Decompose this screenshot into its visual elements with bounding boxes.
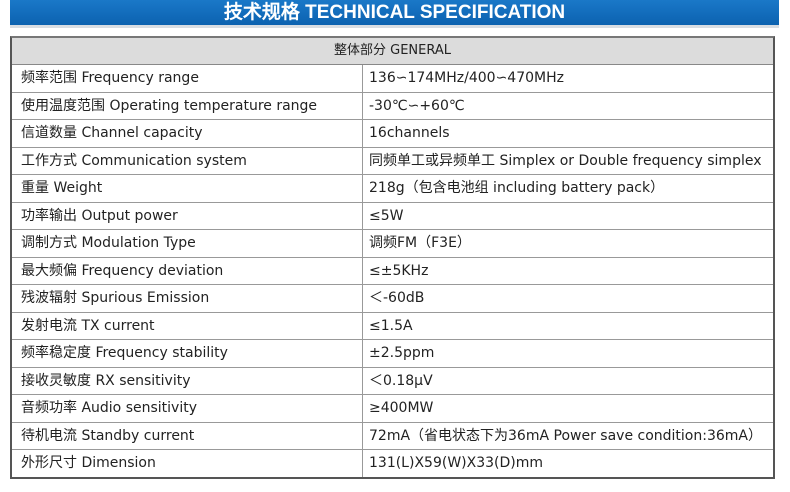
page-title: 技术规格 TECHNICAL SPECIFICATION [223, 2, 566, 23]
spec-value: ＜0.18μV [369, 372, 433, 389]
spec-label: 最大频偏 Frequency deviation [12, 257, 363, 284]
spec-value: 218g（包含电池组 including battery pack） [369, 180, 665, 196]
table-row: 残波辐射 Spurious Emission ＜-60dB [12, 285, 773, 313]
spec-table: 整体部分 GENERAL 频率范围 Frequency range 136∽174… [10, 36, 775, 479]
table-row: 频率范围 Frequency range 136∽174MHz/400∽470MH… [12, 65, 773, 93]
spec-label: 外形尺寸 Dimension [12, 450, 363, 477]
spec-label: 接收灵敏度 RX sensitivity [12, 367, 363, 394]
banner-shadow [10, 25, 779, 28]
spec-label: 工作方式 Communication system [12, 147, 363, 174]
spec-label: 待机电流 Standby current [12, 422, 363, 449]
title-banner: 技术规格 TECHNICAL SPECIFICATION [10, 0, 779, 25]
spec-value: 131(L)X59(W)X33(D)mm [369, 455, 544, 471]
table-row: 发射电流 TX current ≤1.5A [12, 312, 773, 340]
spec-label: 重量 Weight [12, 175, 363, 202]
spec-value: ≤1.5A [369, 317, 413, 334]
spec-value: ≤5W [369, 207, 404, 224]
table-row: 外形尺寸 Dimension 131(L)X59(W)X33(D)mm [12, 450, 773, 477]
spec-value: 16channels [369, 125, 450, 141]
spec-label: 信道数量 Channel capacity [12, 120, 363, 147]
spec-label: 频率范围 Frequency range [12, 65, 363, 92]
section-header: 整体部分 GENERAL [12, 38, 773, 65]
table-row: 待机电流 Standby current 72mA（省电状态下为36mA Powe… [12, 422, 773, 450]
table-row: 调制方式 Modulation Type 调频FM（F3E） [12, 230, 773, 258]
table-row: 信道数量 Channel capacity 16channels [12, 120, 773, 148]
table-row: 频率稳定度 Frequency stability ±2.5ppm [12, 340, 773, 368]
spec-label: 发射电流 TX current [12, 312, 363, 339]
spec-value: ±2.5ppm [369, 345, 435, 361]
spec-label: 功率输出 Output power [12, 202, 363, 229]
spec-label: 音频功率 Audio sensitivity [12, 395, 363, 422]
spec-value: 136∽174MHz/400∽470MHz [369, 70, 564, 86]
table-row: 使用温度范围 Operating temperature range -30℃∽+… [12, 92, 773, 120]
spec-label: 调制方式 Modulation Type [12, 230, 363, 257]
spec-label: 使用温度范围 Operating temperature range [12, 92, 363, 119]
table-row: 重量 Weight 218g（包含电池组 including battery pa… [12, 175, 773, 203]
spec-value: ≤±5KHz [369, 262, 429, 279]
table-row: 接收灵敏度 RX sensitivity ＜0.18μV [12, 367, 773, 395]
table-row: 功率输出 Output power ≤5W [12, 202, 773, 230]
spec-value: 同频单工或异频单工 Simplex or Double frequency si… [369, 152, 762, 169]
spec-value: 72mA（省电状态下为36mA Power save condition:36m… [369, 427, 762, 444]
table-row: 音频功率 Audio sensitivity ≥400MW [12, 395, 773, 423]
spec-value: ≥400MW [369, 400, 434, 416]
table-row: 最大频偏 Frequency deviation ≤±5KHz [12, 257, 773, 285]
spec-value: 调频FM（F3E） [369, 235, 471, 251]
table-row: 工作方式 Communication system 同频单工或异频单工 Simpl… [12, 147, 773, 175]
spec-label: 频率稳定度 Frequency stability [12, 340, 363, 367]
spec-label: 残波辐射 Spurious Emission [12, 285, 363, 312]
spec-value: -30℃∽+60℃ [369, 97, 465, 114]
spec-value: ＜-60dB [369, 290, 425, 306]
